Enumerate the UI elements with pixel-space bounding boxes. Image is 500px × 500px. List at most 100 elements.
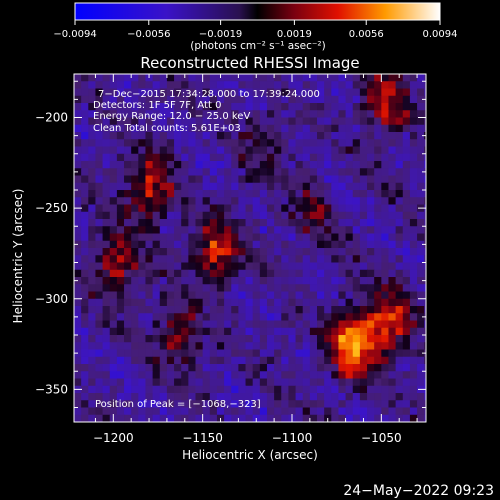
heatmap-cell xyxy=(345,393,354,401)
heatmap-cell xyxy=(402,255,411,263)
heatmap-cell xyxy=(81,175,89,184)
heatmap-cell xyxy=(224,414,232,422)
heatmap-cell xyxy=(195,175,204,184)
heatmap-cell xyxy=(181,197,189,205)
heatmap-cell xyxy=(374,364,382,372)
heatmap-cell xyxy=(74,88,82,97)
heatmap-cell xyxy=(124,110,132,118)
heatmap-cell xyxy=(409,342,418,350)
heatmap-cell xyxy=(145,161,154,169)
heatmap-cell xyxy=(259,168,268,176)
heatmap-cell xyxy=(224,182,232,191)
heatmap-cell xyxy=(238,124,247,133)
heatmap-cell xyxy=(417,378,425,387)
heatmap-cell xyxy=(388,110,397,118)
heatmap-cell xyxy=(145,211,154,220)
heatmap-cell xyxy=(152,190,161,198)
heatmap-cell xyxy=(388,262,397,271)
heatmap-cell xyxy=(395,197,404,205)
heatmap-cell xyxy=(266,298,275,307)
heatmap-cell xyxy=(159,190,168,198)
heatmap-cell xyxy=(181,211,189,220)
heatmap-cell xyxy=(274,132,282,140)
heatmap-cell xyxy=(202,168,211,176)
heatmap-cell xyxy=(145,197,154,205)
heatmap-cell xyxy=(367,211,375,220)
heatmap-cell xyxy=(367,132,375,140)
heatmap-cell xyxy=(395,81,404,89)
heatmap-cell xyxy=(166,313,175,321)
heatmap-cell xyxy=(224,364,232,372)
heatmap-cell xyxy=(138,335,146,343)
heatmap-cell xyxy=(345,190,354,198)
heatmap-cell xyxy=(74,298,82,307)
heatmap-cell xyxy=(95,327,104,336)
heatmap-cell xyxy=(317,182,325,191)
heatmap-cell xyxy=(345,182,354,191)
heatmap-cell xyxy=(281,313,289,321)
heatmap-cell xyxy=(281,277,289,285)
heatmap-cell xyxy=(131,240,139,249)
heatmap-cell xyxy=(345,233,354,242)
heatmap-cell xyxy=(216,204,225,213)
heatmap-cell xyxy=(74,320,82,329)
heatmap-cell xyxy=(88,161,96,169)
heatmap-cell xyxy=(224,204,232,213)
heatmap-cell xyxy=(174,400,182,408)
heatmap-cell xyxy=(345,298,354,307)
heatmap-cell xyxy=(288,393,297,401)
heatmap-cell xyxy=(202,269,211,278)
heatmap-cell xyxy=(259,117,268,126)
heatmap-cell xyxy=(116,110,125,118)
heatmap-cell xyxy=(195,284,204,292)
heatmap-cell xyxy=(74,327,82,336)
heatmap-cell xyxy=(331,81,339,89)
heatmap-cell xyxy=(252,161,261,169)
heatmap-cell xyxy=(245,248,254,256)
heatmap-cell xyxy=(409,269,418,278)
heatmap-cell xyxy=(88,95,96,104)
heatmap-cell xyxy=(409,168,418,176)
heatmap-cell xyxy=(224,284,232,292)
heatmap-cell xyxy=(417,124,425,133)
heatmap-cell xyxy=(145,110,154,118)
heatmap-cell xyxy=(395,204,404,213)
heatmap-cell xyxy=(74,262,82,271)
heatmap-cell xyxy=(174,204,182,213)
heatmap-cell xyxy=(367,356,375,365)
heatmap-cell xyxy=(417,103,425,111)
heatmap-cell xyxy=(95,226,104,234)
heatmap-cell xyxy=(174,175,182,184)
heatmap-cell xyxy=(209,407,218,416)
heatmap-cell xyxy=(274,211,282,220)
heatmap-cell xyxy=(152,132,161,140)
heatmap-cell xyxy=(188,153,197,162)
heatmap-cell xyxy=(288,95,297,104)
heatmap-cell xyxy=(367,240,375,249)
heatmap-cell xyxy=(402,313,411,321)
heatmap-cell xyxy=(138,81,146,89)
heatmap-cell xyxy=(131,88,139,97)
heatmap-cell xyxy=(317,400,325,408)
heatmap-cell xyxy=(281,393,289,401)
heatmap-cell xyxy=(202,124,211,133)
heatmap-cell xyxy=(138,248,146,256)
heatmap-cell xyxy=(202,139,211,147)
heatmap-cell xyxy=(374,371,382,379)
heatmap-cell xyxy=(216,95,225,104)
heatmap-cell xyxy=(266,371,275,379)
heatmap-cell xyxy=(352,393,361,401)
heatmap-cell xyxy=(88,298,96,307)
heatmap-cell xyxy=(181,255,189,263)
heatmap-cell xyxy=(174,226,182,234)
heatmap-cell xyxy=(224,103,232,111)
heatmap-cell xyxy=(295,277,304,285)
heatmap-cell xyxy=(388,190,397,198)
heatmap-cell xyxy=(266,182,275,191)
heatmap-cell xyxy=(352,327,361,336)
heatmap-cell xyxy=(202,182,211,191)
heatmap-cell xyxy=(381,175,389,184)
heatmap-cell xyxy=(109,407,118,416)
heatmap-cell xyxy=(216,306,225,314)
heatmap-cell xyxy=(288,342,297,350)
